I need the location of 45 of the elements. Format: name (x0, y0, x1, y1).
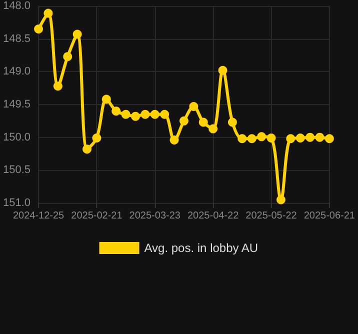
point (160, 110, 170, 119)
point (44, 8, 53, 18)
point (247, 134, 256, 144)
y-tick-label: 149.0 (2, 66, 31, 78)
x-tick-label: 2025-06-21 (304, 210, 356, 222)
y-tick-label: 148.0 (2, 0, 31, 12)
point (228, 118, 237, 127)
point (306, 132, 315, 142)
point (121, 110, 130, 119)
point (198, 118, 208, 127)
point (140, 110, 150, 119)
point (34, 24, 44, 34)
x-tick-label: 2025-04-22 (187, 210, 240, 222)
point (170, 135, 179, 144)
point (112, 106, 121, 116)
point (63, 52, 72, 62)
x-tick-label: 2025-03-23 (129, 210, 181, 222)
y-tick-label: 150.0 (2, 131, 31, 144)
point (82, 144, 92, 154)
x-tick-label: 2025-05-22 (246, 210, 298, 222)
point (92, 133, 102, 142)
y-tick-label: 149.5 (2, 98, 31, 110)
y-tick-label: 151.0 (2, 197, 31, 209)
point (276, 195, 286, 204)
point (208, 124, 218, 134)
point (238, 134, 247, 144)
point (72, 30, 82, 39)
point (102, 94, 111, 104)
point (131, 112, 140, 121)
point (266, 133, 276, 142)
point (324, 134, 334, 144)
point (315, 132, 324, 142)
point (257, 132, 266, 142)
legend-label: Avg. pos. in lobby AU (144, 241, 258, 255)
y-tick-label: 150.5 (2, 164, 31, 176)
point (286, 134, 296, 144)
point (189, 102, 198, 111)
point (218, 66, 228, 75)
point (53, 82, 62, 91)
y-tick-label: 148.5 (2, 32, 31, 45)
x-tick-label: 2024-12-25 (12, 210, 65, 222)
point (296, 133, 305, 142)
x-tick-label: 2025-02-21 (71, 210, 123, 222)
point (150, 110, 160, 119)
point (179, 116, 188, 126)
